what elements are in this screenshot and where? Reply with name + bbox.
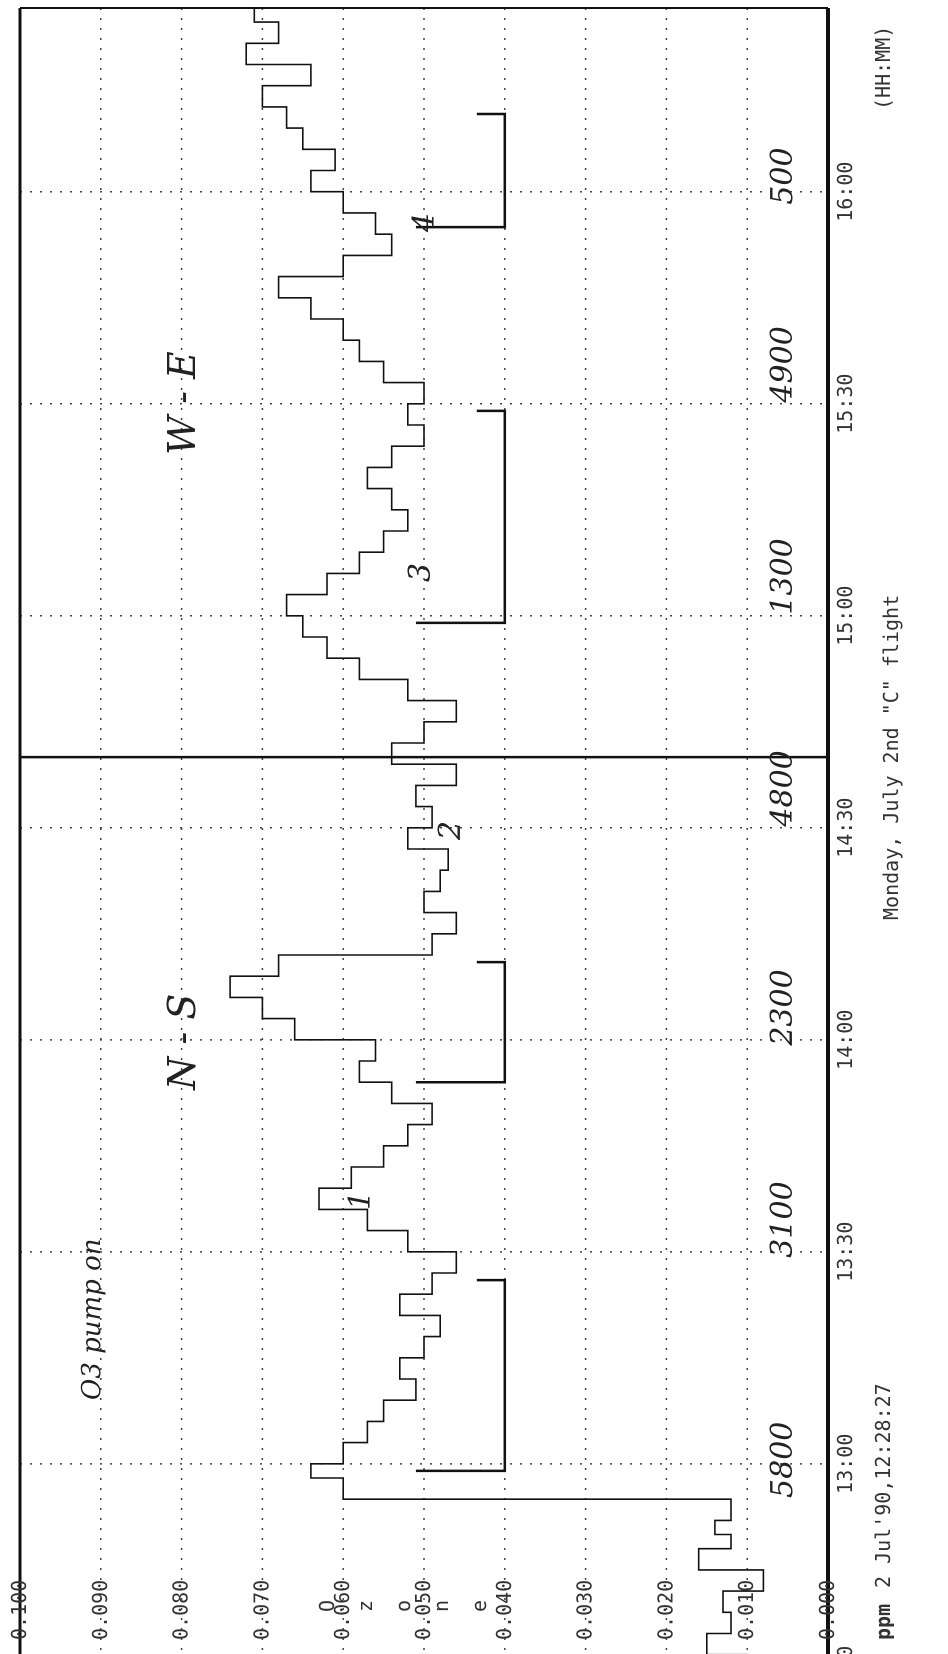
y-tick-label: 0.090 xyxy=(88,1580,112,1640)
x-tick-label: 14:00 xyxy=(833,1010,857,1070)
annotation-5800: 5800 xyxy=(765,1422,800,1498)
annotation-1: 1 xyxy=(343,1191,378,1210)
series-group xyxy=(229,7,765,1654)
y-axis-title-letter: o xyxy=(391,1600,415,1612)
y-unit-label: ppm xyxy=(871,1604,895,1640)
ozone-series-line xyxy=(229,7,765,1654)
leg-bracket xyxy=(415,409,507,625)
y-tick-label: 0.100 xyxy=(7,1580,31,1640)
y-tick-label: 0.030 xyxy=(573,1580,597,1640)
y-axis-title-letter: O xyxy=(315,1600,339,1612)
date-label: 2 Jul'90,12:28:27 xyxy=(871,1383,895,1588)
y-tick-label: 0.020 xyxy=(653,1580,677,1640)
y-tick-label: 0.070 xyxy=(249,1580,273,1640)
annotation-3100: 3100 xyxy=(765,1181,800,1257)
annotation-2: 2 xyxy=(433,821,468,841)
annotation-n-s: N - S xyxy=(160,994,204,1091)
handwritten-annotations: O3 pump on 5800 3100 2300 4800 1300 4900 500 N -… xyxy=(77,147,800,1498)
annotation-4900: 4900 xyxy=(765,326,800,403)
y-axis-title-letter: z xyxy=(353,1600,377,1612)
annotation-4: 4 xyxy=(407,213,442,233)
x-tick-label: 15:00 xyxy=(833,586,857,646)
y-tick-label: 0.040 xyxy=(492,1580,516,1640)
x-axis-title: (HH:MM) xyxy=(871,26,895,110)
caption-label: Monday, July 2nd "C" flight xyxy=(879,595,903,920)
annotation-2300: 2300 xyxy=(765,969,800,1046)
overlay-group xyxy=(20,112,828,1473)
annotation-o3pumpon: O3 pump on xyxy=(77,1239,107,1400)
grid xyxy=(20,8,828,1654)
leg-bracket xyxy=(415,112,507,229)
x-tick-label: 16:00 xyxy=(833,162,857,222)
annotation-3: 3 xyxy=(403,563,438,582)
y-tick-label: 0.080 xyxy=(169,1580,193,1640)
tick-group: 0.000 0.010 0.020 0.030 0.040 0.050 0.060 0.070… xyxy=(7,26,903,1654)
annotation-w-e: W - E xyxy=(160,351,204,455)
annotation-4800: 4800 xyxy=(765,750,800,827)
leg-bracket xyxy=(415,1278,507,1473)
annotation-1300: 1300 xyxy=(765,538,800,614)
x-tick-label: 13:30 xyxy=(833,1222,857,1282)
y-tick-label: 0.050 xyxy=(411,1580,435,1640)
plot-frame xyxy=(18,7,830,1654)
x-tick-label: 12:30 xyxy=(833,1646,857,1654)
x-tick-label: 13:00 xyxy=(833,1434,857,1494)
annotation-500: 500 xyxy=(765,147,800,204)
leg-bracket xyxy=(415,960,507,1084)
x-tick-label: 15:30 xyxy=(833,374,857,434)
x-tick-label: 14:30 xyxy=(833,798,857,858)
y-axis-title-letter: e xyxy=(467,1600,491,1612)
y-tick-label: 0.060 xyxy=(330,1580,354,1640)
y-tick-label: 0.010 xyxy=(734,1580,758,1640)
y-axis-title-letter: n xyxy=(429,1600,453,1612)
y-tick-label: 0.000 xyxy=(815,1580,839,1640)
